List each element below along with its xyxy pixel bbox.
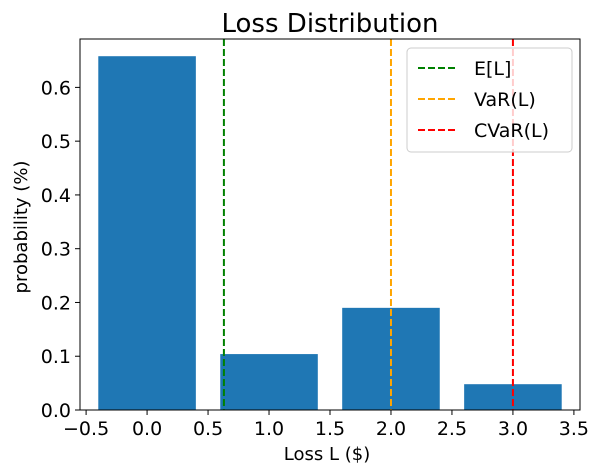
legend-label: VaR(L): [474, 89, 536, 111]
x-tick-label: 3.5: [559, 418, 589, 440]
x-tick-label: 2.5: [437, 418, 467, 440]
y-tick-label: 0.1: [41, 346, 71, 368]
y-tick-label: 0.0: [41, 400, 71, 422]
x-tick-label: 1.5: [315, 418, 345, 440]
legend-box: [406, 47, 573, 153]
x-tick-label: 2.0: [376, 418, 406, 440]
bar: [98, 56, 196, 410]
y-tick-label: 0.5: [41, 131, 71, 153]
y-tick-label: 0.6: [41, 77, 71, 99]
x-axis: −0.5 0.0 0.5 1.0 1.5 2.0 2.5 3.0 3.5: [63, 410, 589, 440]
x-tick-label: 3.0: [498, 418, 528, 440]
bar: [464, 384, 562, 410]
y-axis: 0.0 0.1 0.2 0.3 0.4 0.5 0.6: [41, 77, 80, 422]
y-tick-label: 0.3: [41, 239, 71, 261]
chart-title: Loss Distribution: [222, 9, 439, 39]
x-tick-label: 0.0: [132, 418, 162, 440]
x-axis-title: Loss L ($): [284, 444, 370, 465]
y-tick-label: 0.2: [41, 292, 71, 314]
legend-label: E[L]: [474, 58, 511, 80]
y-tick-label: 0.4: [41, 185, 71, 207]
x-tick-label: 0.5: [193, 418, 223, 440]
legend: E[L] VaR(L) CVaR(L): [406, 47, 573, 153]
bars-layer: [98, 56, 562, 410]
y-axis-title: probability (%): [11, 161, 32, 294]
x-tick-label: 1.0: [254, 418, 284, 440]
legend-label: CVaR(L): [474, 120, 549, 142]
x-tick-label: −0.5: [63, 418, 109, 440]
bar: [220, 354, 318, 410]
